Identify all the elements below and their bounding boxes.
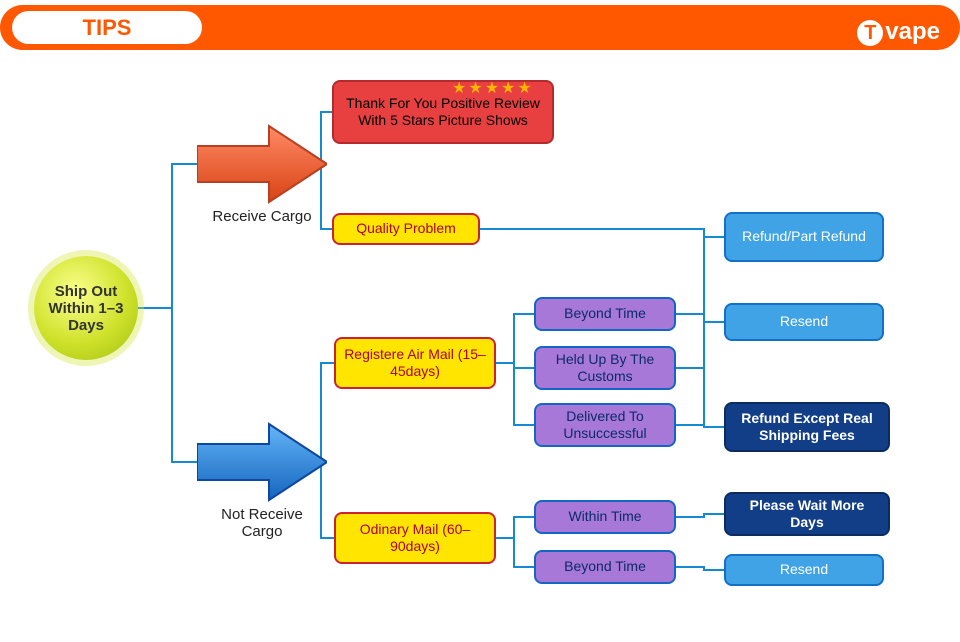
node-please-wait: Please Wait More Days <box>724 492 890 536</box>
node-resend-2: Resend <box>724 554 884 586</box>
header-bar: TIPS Tvape <box>0 5 960 50</box>
node-within-time: Within Time <box>534 500 676 534</box>
node-delivered-unsuccessful: Delivered To Unsuccessful <box>534 403 676 447</box>
brand-logo: Tvape <box>857 9 940 54</box>
node-refund: Refund/Part Refund <box>724 212 884 262</box>
node-registered-mail: Registere Air Mail (15–45days) <box>334 337 496 389</box>
not-receive-arrow-label: Not Receive Cargo <box>207 506 317 540</box>
node-beyond-time-2: Beyond Time <box>534 550 676 584</box>
root-node: Ship Out Within 1–3 Days <box>34 256 138 360</box>
node-refund-except: Refund Except Real Shipping Fees <box>724 402 890 452</box>
brand-name: vape <box>885 18 940 45</box>
node-quality-problem: Quality Problem <box>332 213 480 245</box>
node-held-customs: Held Up By The Customs <box>534 346 676 390</box>
receive-arrow-label: Receive Cargo <box>207 208 317 225</box>
node-ordinary-mail: Odinary Mail (60–90days) <box>334 512 496 564</box>
root-label: Ship Out Within 1–3 Days <box>34 283 138 334</box>
brand-initial-icon: T <box>857 20 883 46</box>
stars-icon: ★★★★★ <box>452 78 534 98</box>
header-title: TIPS <box>12 11 202 44</box>
node-beyond-time-1: Beyond Time <box>534 297 676 331</box>
node-resend-1: Resend <box>724 303 884 341</box>
not-receive-arrow-icon <box>197 422 327 502</box>
receive-arrow-icon <box>197 124 327 204</box>
